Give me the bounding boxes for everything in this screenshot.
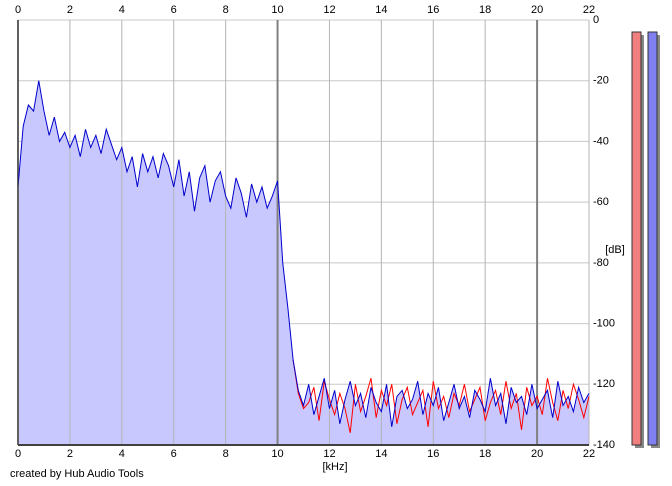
x-tick-label: 2	[67, 448, 73, 460]
y-tick-label: 0	[593, 14, 599, 26]
credit: created by Hub Audio Tools	[10, 468, 144, 480]
x-tick-label-top: 10	[271, 4, 283, 16]
y-tick-label: -100	[593, 317, 615, 329]
y-tick-label: -20	[593, 75, 609, 87]
x-tick-label-top: 20	[531, 4, 543, 16]
x-tick-label-top: 22	[583, 4, 595, 16]
x-tick-label: 14	[375, 448, 387, 460]
x-tick-label: 22	[583, 448, 595, 460]
y-tick-label: -140	[593, 439, 615, 451]
level-meter-right	[647, 31, 658, 446]
x-tick-label-top: 16	[427, 4, 439, 16]
x-tick-label: 8	[223, 448, 229, 460]
x-tick-label-top: 0	[15, 4, 21, 16]
x-tick-label-top: 14	[375, 4, 387, 16]
x-tick-label-top: 4	[119, 4, 125, 16]
x-tick-label: 16	[427, 448, 439, 460]
x-tick-label-top: 18	[479, 4, 491, 16]
x-tick-label: 0	[15, 448, 21, 460]
x-tick-label-top: 2	[67, 4, 73, 16]
x-tick-label: 6	[171, 448, 177, 460]
y-tick-label: -40	[593, 135, 609, 147]
x-tick-label-top: 6	[171, 4, 177, 16]
y-tick-label: -60	[593, 196, 609, 208]
x-tick-label: 4	[119, 448, 125, 460]
x-axis-label: [kHz]	[322, 461, 347, 473]
y-axis-label: [dB]	[605, 244, 625, 256]
x-tick-label: 18	[479, 448, 491, 460]
y-tick-label: -80	[593, 257, 609, 269]
spectrum-line	[17, 80, 590, 427]
x-tick-label: 20	[531, 448, 543, 460]
plot-area	[17, 19, 590, 446]
y-tick-label: -120	[593, 378, 615, 390]
x-tick-label-top: 8	[223, 4, 229, 16]
x-tick-label: 12	[323, 448, 335, 460]
x-tick-label: 10	[271, 448, 283, 460]
x-tick-label-top: 12	[323, 4, 335, 16]
level-meter-left	[631, 31, 642, 446]
spectrum-area	[18, 80, 589, 445]
